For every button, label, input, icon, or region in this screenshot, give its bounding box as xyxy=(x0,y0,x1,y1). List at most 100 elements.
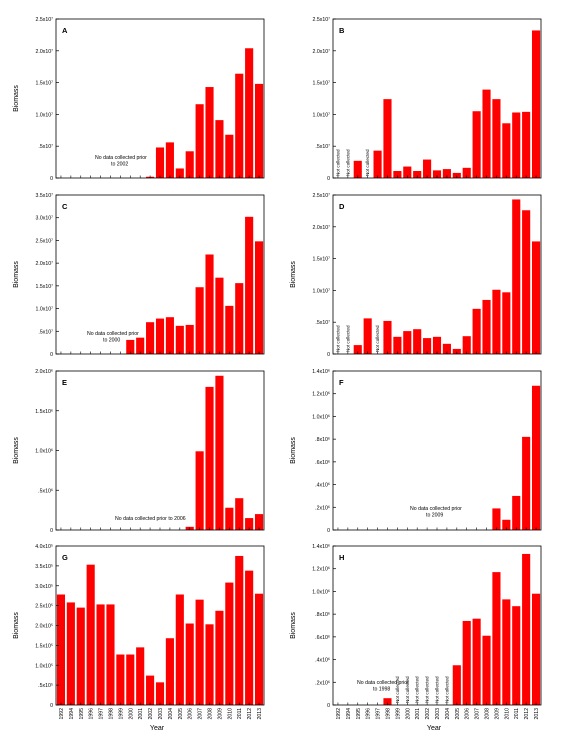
panel-letter: F xyxy=(339,378,344,387)
bar-g-2009 xyxy=(215,610,224,705)
x-tick-label: 1999 xyxy=(395,708,401,720)
bar-c-2013 xyxy=(254,241,264,354)
y-tick-label: 2.5x10⁷ xyxy=(313,193,331,199)
y-tick-label: .5x10⁶ xyxy=(38,488,53,494)
panel-letter: D xyxy=(339,202,345,211)
bar-g-1999 xyxy=(116,654,125,705)
panel-letter: C xyxy=(62,202,68,211)
bar-e-2013 xyxy=(254,514,264,530)
y-tick-label: 0 xyxy=(50,703,53,709)
x-tick-label: 2013 xyxy=(257,708,263,720)
bar-b-1995 xyxy=(353,160,362,178)
x-tick-label: 1992 xyxy=(336,708,342,720)
not-collected-label: Not collected xyxy=(345,325,350,352)
y-tick-label: .5x10⁷ xyxy=(38,144,53,150)
bar-c-2006 xyxy=(185,324,194,354)
not-collected-label: Not collected xyxy=(335,149,340,176)
y-tick-label: 1.0x10⁷ xyxy=(36,112,54,118)
x-tick-label: 2010 xyxy=(227,708,233,720)
x-tick-label: 2005 xyxy=(178,708,184,720)
y-tick-label: 0 xyxy=(50,176,53,182)
bar-b-2000 xyxy=(403,166,412,178)
bar-b-2002 xyxy=(423,159,432,178)
bar-h-2006 xyxy=(462,620,471,705)
x-tick-label: 1998 xyxy=(385,708,391,720)
bar-g-1996 xyxy=(86,564,95,705)
bar-a-2011 xyxy=(235,73,244,178)
bar-e-2010 xyxy=(225,507,234,530)
bar-h-2005 xyxy=(452,665,461,705)
x-tick-label: 2006 xyxy=(465,708,471,720)
bar-b-2010 xyxy=(502,123,511,178)
bar-c-2011 xyxy=(235,283,244,354)
x-tick-label: 1997 xyxy=(376,708,382,720)
bar-h-2010 xyxy=(502,599,511,705)
bar-c-2004 xyxy=(165,317,174,354)
bar-e-2007 xyxy=(195,451,204,530)
bar-d-2010 xyxy=(502,292,511,354)
bar-a-2005 xyxy=(175,168,184,178)
y-axis-label: Biomass xyxy=(290,261,297,288)
bar-c-2003 xyxy=(155,318,165,354)
y-tick-label: 1.2x10⁶ xyxy=(312,567,330,573)
x-tick-label: 2002 xyxy=(148,708,154,720)
bar-g-2013 xyxy=(254,593,264,705)
y-tick-label: .4x10⁶ xyxy=(315,483,330,489)
bar-c-2002 xyxy=(146,322,155,354)
bar-d-2013 xyxy=(531,241,541,354)
bar-g-2002 xyxy=(146,675,155,705)
bar-c-2012 xyxy=(245,216,254,354)
y-tick-label: 0 xyxy=(327,528,330,534)
y-tick-label: 2.0x10⁷ xyxy=(313,49,331,55)
bar-a-2006 xyxy=(185,151,194,178)
y-tick-label: 0 xyxy=(327,703,330,709)
bar-e-2011 xyxy=(235,498,244,530)
y-axis-label: Biomass xyxy=(13,261,20,288)
bar-e-2008 xyxy=(205,386,214,530)
y-tick-label: .8x10⁶ xyxy=(315,612,330,618)
x-tick-label: 1999 xyxy=(118,708,124,720)
bar-b-1999 xyxy=(393,171,402,178)
x-tick-label: 2008 xyxy=(485,708,491,720)
bar-b-1997 xyxy=(373,150,382,178)
bar-b-2008 xyxy=(482,89,491,178)
panel-g: 0 .5x10⁵ 1.0x10⁵ 1.5x10⁵ 2.0x10⁵ 2.5x10⁵ 3.0x1… xyxy=(13,544,265,720)
bar-b-2009 xyxy=(492,99,501,178)
bar-h-1998 xyxy=(383,698,392,705)
y-tick-label: .2x10⁶ xyxy=(315,680,330,686)
bar-b-2006 xyxy=(462,167,471,178)
y-tick-label: 2.0x10⁷ xyxy=(36,49,54,55)
x-tick-label: 2003 xyxy=(435,708,441,720)
bar-g-1997 xyxy=(96,604,105,705)
x-tick-label: 2004 xyxy=(445,708,451,720)
x-tick-label: 2011 xyxy=(237,708,243,719)
bar-f-2013 xyxy=(531,385,541,530)
x-tick-label: 1994 xyxy=(69,708,75,720)
y-tick-label: 0 xyxy=(327,176,330,182)
bar-c-2000 xyxy=(126,339,135,354)
bar-a-2010 xyxy=(225,134,234,178)
panel-d: 0 .5x10⁷ 1.0x10⁷ 1.5x10⁷ 2.0x10⁷ 2.5x10⁷ D Biom… xyxy=(290,193,542,358)
x-tick-label: 2003 xyxy=(158,708,164,720)
panel-b: 0 .5x10⁷ 1.0x10⁷ 1.5x10⁷ 2.0x10⁷ 2.5x10⁷ B Not … xyxy=(313,17,542,182)
y-tick-label: .5x10⁷ xyxy=(315,144,330,150)
bar-c-2010 xyxy=(225,305,234,354)
annotation: No data collected prior to 1998 xyxy=(357,680,409,693)
y-tick-label: 4.0x10⁵ xyxy=(35,544,53,550)
bar-g-1994 xyxy=(66,602,75,705)
y-tick-label: 1.0x10⁶ xyxy=(35,449,53,455)
x-tick-label: 2009 xyxy=(217,708,223,720)
panel-c: 0 .5x10⁷ 1.0x10⁷ 1.5x10⁷ 2.0x10⁷ 2.5x10⁷ 3.0x1… xyxy=(13,193,265,358)
y-tick-label: 1.2x10⁶ xyxy=(312,392,330,398)
y-tick-label: 1.0x10⁵ xyxy=(35,663,53,669)
panel-a: 0 .5x10⁷ 1.0x10⁷ 1.5x10⁷ 2.0x10⁷ 2.5x10⁷ A Biom… xyxy=(13,17,265,182)
bar-f-2010 xyxy=(502,519,511,530)
y-tick-label: 1.5x10⁷ xyxy=(36,81,54,87)
y-tick-label: 2.0x10⁶ xyxy=(35,369,53,375)
bar-g-2006 xyxy=(185,623,194,705)
bar-c-2005 xyxy=(175,325,184,354)
bar-c-2009 xyxy=(215,277,224,354)
y-tick-label: 2.0x10⁵ xyxy=(35,624,53,630)
bar-h-2008 xyxy=(482,635,491,705)
